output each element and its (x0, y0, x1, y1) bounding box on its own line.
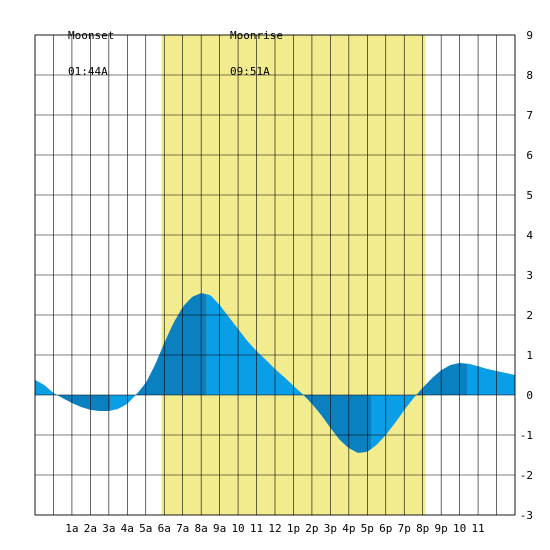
y-tick-label: -1 (520, 429, 533, 442)
x-tick-label: 3p (324, 522, 337, 535)
x-tick-label: 6a (158, 522, 171, 535)
x-tick-label: 2p (305, 522, 318, 535)
x-tick-label: 2a (84, 522, 97, 535)
tide-segment-dark (303, 395, 371, 453)
tide-segment-light (206, 294, 304, 395)
grid-layer (34, 34, 516, 516)
x-tick-label: 7a (176, 522, 189, 535)
tide-segment-light (110, 395, 136, 411)
x-tick-label: 8p (416, 522, 429, 535)
x-tick-labels: 1a 2a 3a 4a 5a 6a 7a 8a 9a 10 11 12 1p 2p 3p 4p 5p 6p 7p 8p… (65, 522, 484, 535)
moonset-time: 01:44A (68, 65, 108, 78)
x-tick-label: 11 (250, 522, 263, 535)
x-tick-label: 10 (231, 522, 244, 535)
y-tick-label: 4 (526, 229, 533, 242)
x-tick-label: 8a (195, 522, 208, 535)
x-tick-label: 10 (453, 522, 466, 535)
x-tick-label: 7p (398, 522, 411, 535)
plot-border (34, 34, 516, 516)
x-tick-label: 11 (471, 522, 484, 535)
x-tick-label: 3a (102, 522, 115, 535)
tide-segment-dark (416, 363, 467, 395)
y-tick-label: 5 (526, 189, 533, 202)
x-tick-label: 5p (361, 522, 374, 535)
x-tick-label: 9p (435, 522, 448, 535)
y-tick-label: -3 (520, 509, 533, 522)
tide-area-layer (35, 293, 515, 453)
y-tick-label: 7 (526, 109, 533, 122)
y-tick-label: 1 (526, 349, 533, 362)
tide-segment-dark (57, 395, 111, 411)
tide-segment-dark (135, 293, 207, 395)
x-tick-label: 1a (65, 522, 78, 535)
y-tick-label: 9 (526, 29, 533, 42)
moonrise-label: Moonrise 09:51A (230, 6, 283, 90)
tide-segment-light (35, 379, 58, 395)
moonset-label: Moonset 01:44A (68, 6, 114, 90)
tide-segment-light (371, 395, 417, 450)
moonrise-time: 09:51A (230, 65, 270, 78)
x-tick-label: 12 (268, 522, 281, 535)
y-tick-label: -2 (520, 469, 533, 482)
y-tick-label: 2 (526, 309, 533, 322)
y-tick-label: 3 (526, 269, 533, 282)
moonset-title: Moonset (68, 29, 115, 42)
tide-segment-light (467, 363, 515, 395)
x-tick-label: 1p (287, 522, 300, 535)
moonrise-title: Moonrise (230, 29, 283, 42)
x-tick-label: 4a (121, 522, 134, 535)
x-tick-label: 6p (379, 522, 392, 535)
y-tick-label: 8 (526, 69, 533, 82)
x-tick-label: 5a (139, 522, 152, 535)
y-tick-label: 0 (526, 389, 533, 402)
y-tick-labels: -3 -2 -1 0 1 2 3 4 5 6 7 8 9 (520, 29, 534, 522)
x-tick-label: 9a (213, 522, 226, 535)
x-tick-label: 4p (342, 522, 355, 535)
y-tick-label: 6 (526, 149, 533, 162)
